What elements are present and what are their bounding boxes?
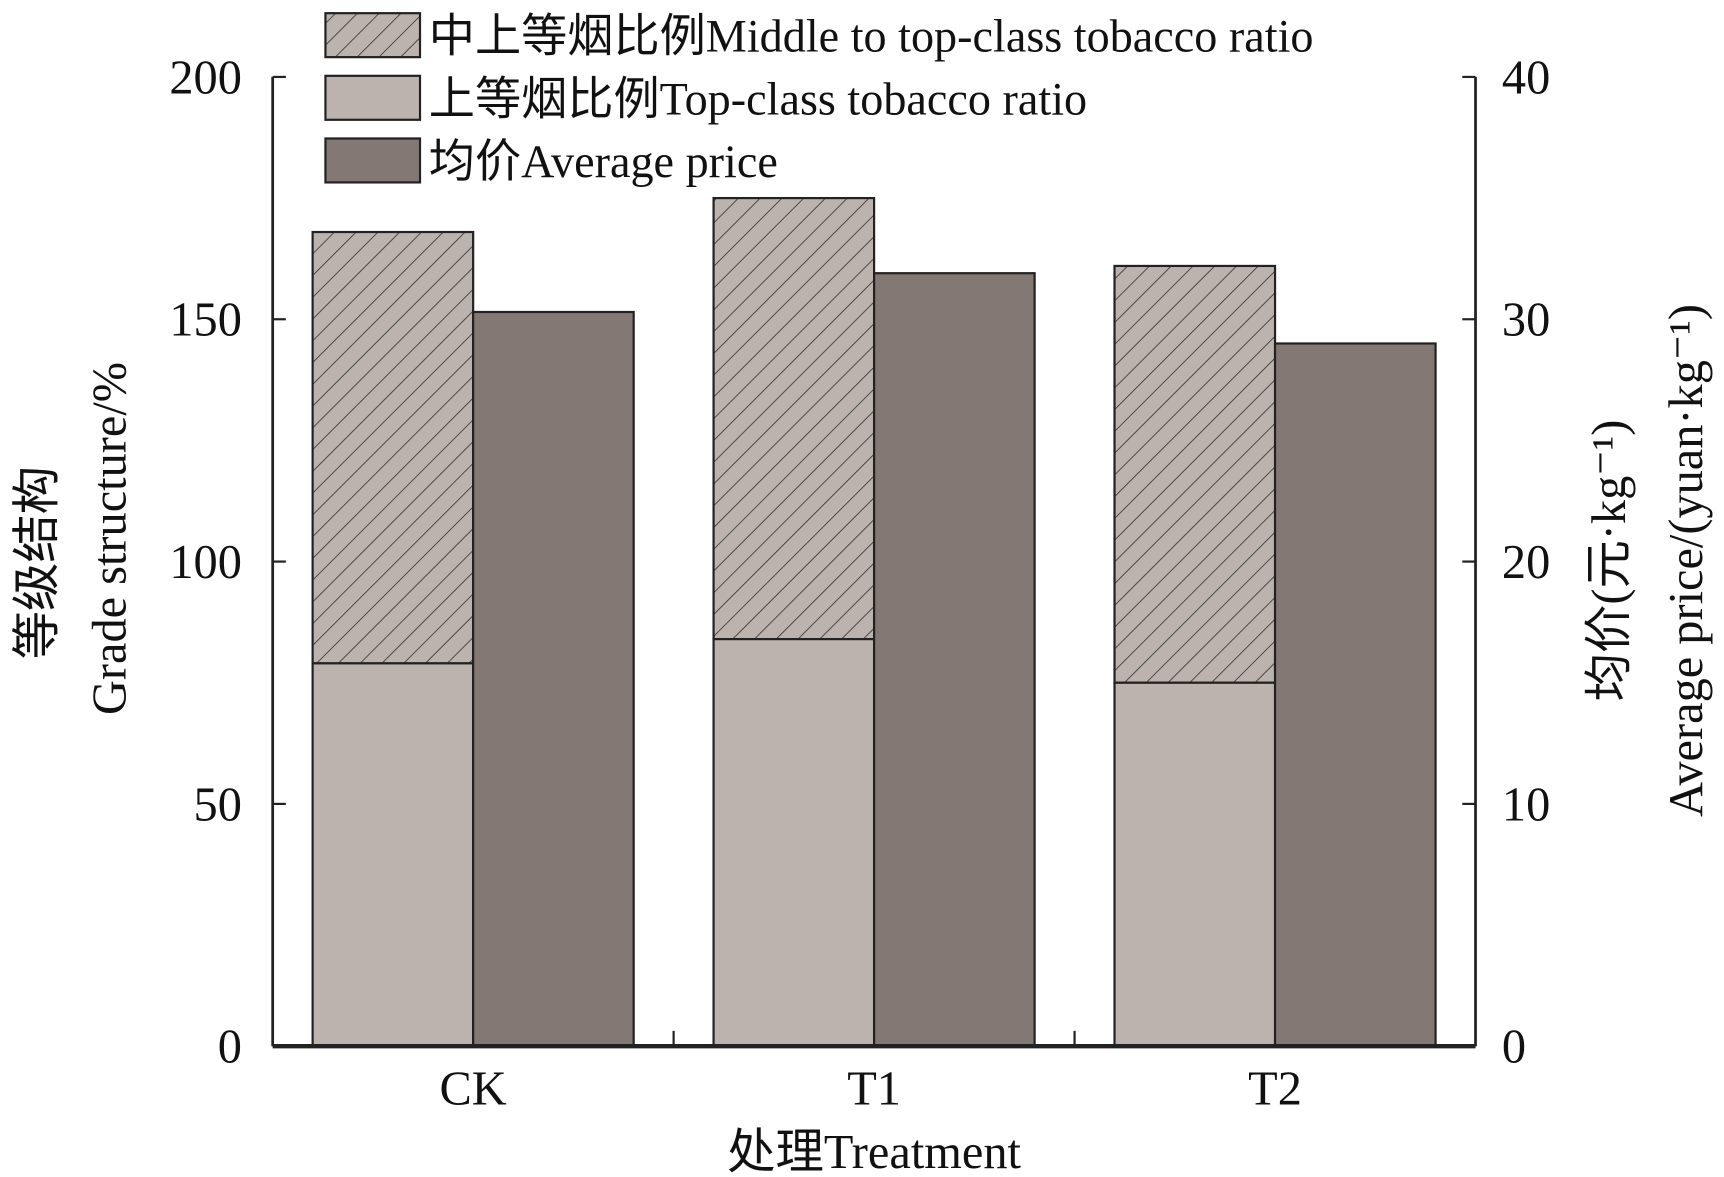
y2-tick-label-10: 10: [1502, 778, 1550, 831]
x-tick-label-T2: T2: [1248, 1062, 1302, 1115]
bar-middle-to-top-T2: [1113, 264, 1277, 684]
y2-tick-label-30: 30: [1502, 294, 1550, 347]
y-tick-label-200: 200: [169, 51, 242, 104]
legend-swatch-0: [324, 12, 422, 59]
y-tick-label-100: 100: [169, 536, 242, 589]
x-tick-label-T1: T1: [847, 1062, 901, 1115]
y-tick-label-150: 150: [169, 294, 242, 347]
x-axis-label: 处理Treatment: [727, 1126, 1021, 1177]
legend-swatch-1: [324, 74, 422, 121]
x-tick-label-CK: CK: [440, 1062, 507, 1115]
bar-top-class-T2: [1113, 681, 1277, 1048]
bar-middle-to-top-CK: [311, 230, 475, 665]
y-tick-label-0: 0: [218, 1021, 242, 1074]
legend-label-1: 上等烟比例Top-class tobacco ratio: [429, 73, 1087, 124]
y2-axis-label-en: Average price/(yuan·kg⁻¹): [1660, 304, 1713, 817]
y-axis-label-cn: 等级结构: [11, 466, 64, 659]
bar-middle-to-top-T1: [712, 196, 876, 641]
legend-label-2: 均价Average price: [429, 136, 778, 187]
bar-top-class-T1: [712, 638, 876, 1048]
y2-tick-label-40: 40: [1502, 51, 1550, 104]
bar-top-class-CK: [311, 662, 475, 1048]
y2-axis-label-cn: 均价(元·kg⁻¹): [1583, 420, 1636, 702]
bar-average-price-CK: [472, 310, 635, 1048]
bar-average-price-T2: [1273, 342, 1437, 1048]
y-tick-label-50: 50: [194, 778, 242, 831]
y-axis-label-en: Grade structure/%: [83, 362, 136, 715]
y2-tick-label-20: 20: [1502, 536, 1550, 589]
legend-swatch-2: [324, 137, 422, 184]
y2-tick-label-0: 0: [1502, 1021, 1526, 1074]
bar-average-price-T1: [872, 272, 1036, 1048]
legend-label-0: 中上等烟比例Middle to top-class tobacco ratio: [429, 11, 1314, 62]
